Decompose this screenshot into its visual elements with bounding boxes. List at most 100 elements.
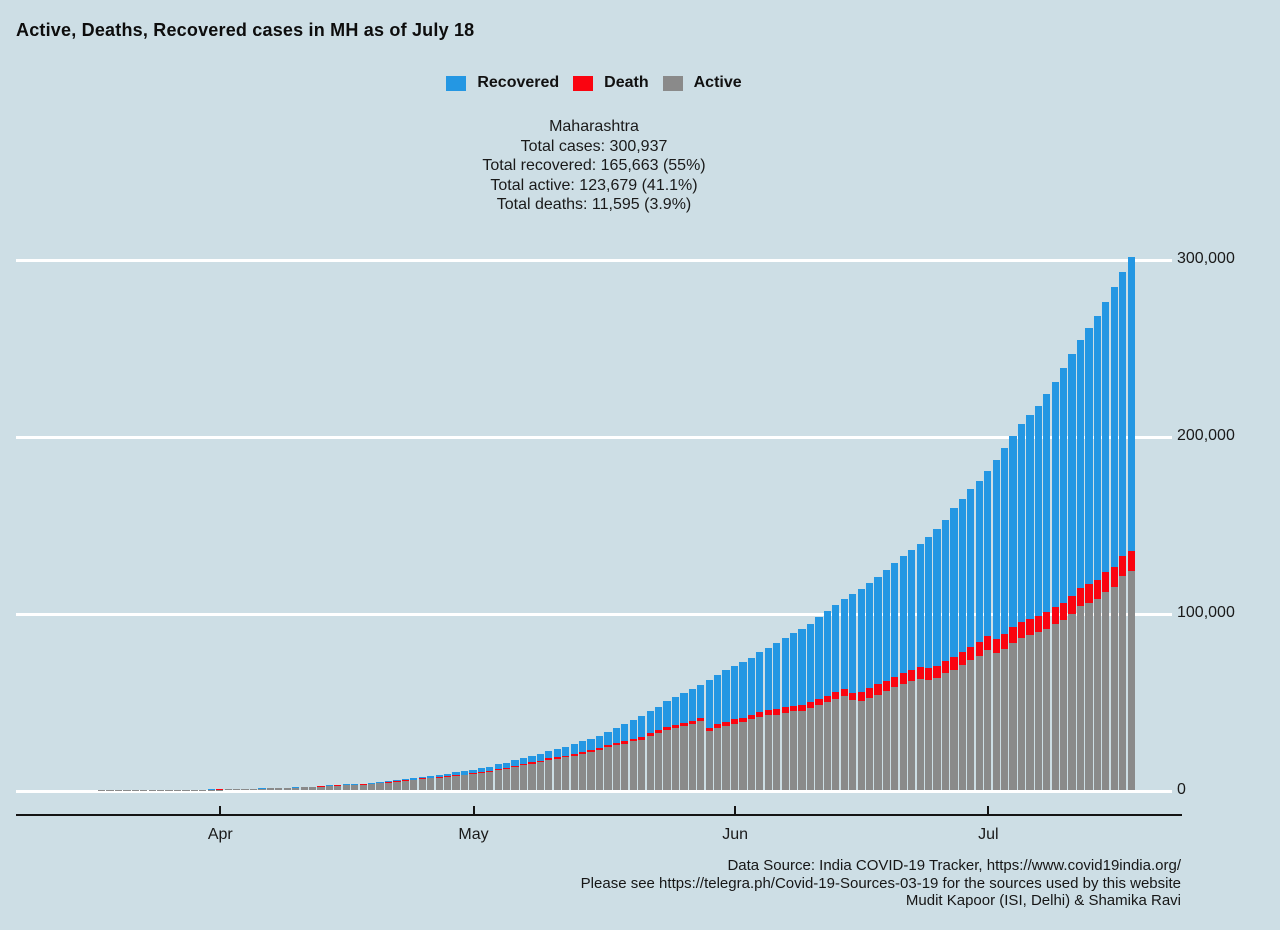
x-tick-jun bbox=[734, 806, 737, 814]
segment-death bbox=[1000, 633, 1009, 649]
segment-active bbox=[359, 784, 367, 790]
segment-active bbox=[401, 780, 409, 790]
bar-jun-14 bbox=[840, 598, 848, 790]
legend-label-active: Active bbox=[693, 74, 742, 91]
segment-death bbox=[646, 733, 654, 737]
bar-may-3 bbox=[486, 767, 494, 790]
stats-total-active: Total active: 123,679 (41.1%) bbox=[490, 176, 698, 194]
segment-recovered bbox=[612, 727, 620, 743]
x-axis-label-apr: Apr bbox=[207, 826, 233, 843]
segment-death bbox=[933, 665, 941, 678]
bar-apr-30 bbox=[460, 771, 469, 790]
segment-recovered bbox=[908, 549, 916, 670]
segment-active bbox=[1076, 606, 1085, 790]
segment-recovered bbox=[334, 784, 342, 786]
segment-death bbox=[1009, 627, 1017, 643]
segment-active bbox=[342, 785, 350, 790]
segment-recovered bbox=[638, 716, 646, 738]
segment-recovered bbox=[806, 623, 815, 703]
segment-active bbox=[351, 785, 359, 790]
segment-active bbox=[1034, 631, 1042, 790]
segment-death bbox=[1060, 602, 1068, 621]
segment-recovered bbox=[773, 643, 781, 710]
x-axis-line bbox=[16, 814, 1182, 816]
bar-jun-27 bbox=[950, 508, 958, 790]
segment-death bbox=[857, 691, 865, 702]
segment-active bbox=[486, 771, 494, 790]
segment-active bbox=[714, 728, 722, 790]
segment-recovered bbox=[958, 498, 966, 652]
segment-death bbox=[865, 688, 874, 699]
bar-jul-2 bbox=[992, 459, 1000, 790]
segment-recovered bbox=[494, 764, 502, 769]
segment-death bbox=[1102, 572, 1110, 592]
bar-jul-5 bbox=[1017, 424, 1026, 790]
bar-jun-1 bbox=[730, 666, 739, 790]
segment-recovered bbox=[663, 701, 671, 727]
bar-apr-6 bbox=[258, 788, 266, 790]
bar-jun-19 bbox=[882, 569, 891, 790]
segment-active bbox=[283, 787, 291, 790]
bar-jul-1 bbox=[984, 470, 992, 790]
segment-active bbox=[477, 772, 485, 790]
segment-death bbox=[1127, 550, 1135, 572]
segment-recovered bbox=[511, 760, 519, 766]
footer-data-source: Data Source: India COVID-19 Tracker, htt… bbox=[727, 857, 1181, 874]
segment-active bbox=[705, 731, 713, 790]
segment-recovered bbox=[553, 748, 561, 758]
segment-active bbox=[1043, 628, 1051, 790]
segment-death bbox=[477, 771, 485, 773]
segment-recovered bbox=[452, 772, 460, 776]
segment-active bbox=[781, 712, 789, 790]
bar-jun-10 bbox=[806, 623, 815, 790]
bar-may-12 bbox=[562, 746, 570, 790]
bar-jun-6 bbox=[773, 643, 781, 790]
segment-active bbox=[553, 758, 561, 790]
bar-may-30 bbox=[714, 674, 722, 790]
segment-death bbox=[545, 758, 553, 760]
summary-stats: Maharashtra Total cases: 300,937 Total r… bbox=[16, 117, 1172, 215]
legend-item-death: Death bbox=[573, 74, 649, 92]
segment-death bbox=[1076, 588, 1085, 607]
segment-recovered bbox=[621, 724, 629, 742]
bar-jun-26 bbox=[941, 519, 950, 790]
segment-death bbox=[705, 727, 713, 732]
segment-recovered bbox=[1009, 435, 1017, 628]
bar-jun-3 bbox=[747, 657, 756, 790]
segment-death bbox=[967, 646, 975, 661]
bar-may-7 bbox=[519, 758, 528, 790]
segment-active bbox=[536, 762, 545, 790]
segment-active bbox=[1026, 634, 1034, 790]
segment-death bbox=[992, 638, 1000, 654]
bar-jun-11 bbox=[815, 617, 823, 790]
segment-recovered bbox=[410, 777, 418, 780]
segment-death bbox=[747, 714, 756, 720]
segment-death bbox=[958, 651, 966, 665]
segment-recovered bbox=[882, 569, 891, 682]
segment-death bbox=[941, 660, 950, 674]
bar-apr-4 bbox=[241, 788, 249, 790]
segment-active bbox=[789, 711, 798, 790]
segment-recovered bbox=[950, 508, 958, 658]
segment-active bbox=[528, 763, 536, 790]
gridline-0 bbox=[16, 789, 1172, 793]
segment-active bbox=[460, 775, 469, 790]
bar-jun-9 bbox=[798, 629, 806, 790]
segment-recovered bbox=[629, 720, 637, 739]
segment-active bbox=[815, 705, 823, 790]
bar-apr-1 bbox=[216, 789, 224, 790]
segment-recovered bbox=[368, 782, 376, 784]
segment-active bbox=[545, 759, 553, 790]
segment-death bbox=[899, 672, 907, 684]
segment-death bbox=[789, 705, 798, 712]
bar-may-20 bbox=[629, 720, 637, 790]
bar-apr-21 bbox=[384, 780, 393, 790]
bar-may-18 bbox=[612, 727, 620, 790]
segment-active bbox=[730, 723, 739, 790]
segment-active bbox=[916, 678, 924, 790]
segment-active bbox=[1093, 598, 1102, 790]
x-axis-label-jul: Jul bbox=[978, 826, 999, 843]
segment-death bbox=[891, 676, 899, 688]
bar-may-11 bbox=[553, 748, 561, 790]
bar-apr-26 bbox=[427, 775, 435, 790]
